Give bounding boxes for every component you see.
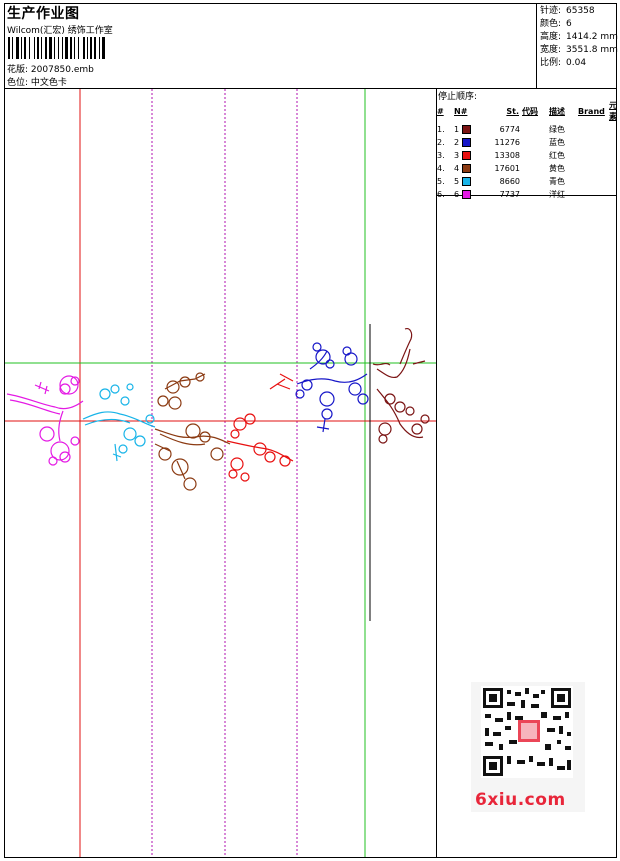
row-number: 6 — [454, 188, 481, 201]
color-swatch — [461, 190, 471, 199]
row-stitches: 17601 — [494, 164, 520, 173]
watermark-logo: 6xiu.com — [475, 790, 566, 810]
embroidery-red-section — [226, 373, 294, 482]
row-code — [522, 188, 549, 201]
embroidery-magenta-section — [6, 375, 84, 466]
row-index: 5. — [437, 177, 445, 186]
row-element — [609, 162, 620, 175]
row-code — [522, 149, 549, 162]
stop-sequence-table: # N# St. 代码 描述 Brand 元素 1. 1 6774 绿色 2. 2 11… — [437, 100, 620, 201]
row-desc: 青色 — [549, 177, 565, 186]
table-header-row: # N# St. 代码 描述 Brand 元素 — [437, 100, 620, 123]
qr-code — [471, 682, 585, 812]
page-title: 生产作业图 — [7, 6, 80, 22]
row-brand — [578, 149, 609, 162]
row-brand — [578, 188, 609, 201]
row-index: 6. — [437, 190, 445, 199]
design-file-value: 2007850.emb — [30, 65, 94, 75]
design-file-label: 花版: — [7, 65, 29, 75]
color-swatch — [461, 151, 471, 160]
row-brand — [578, 136, 609, 149]
row-number: 1 — [454, 123, 481, 136]
embroidery-brown-section — [154, 372, 231, 491]
row-number: 2 — [454, 136, 481, 149]
row-brand — [578, 162, 609, 175]
header-divider — [4, 88, 617, 89]
sidebar-divider — [436, 88, 437, 858]
design-canvas — [5, 89, 436, 857]
row-element — [609, 136, 620, 149]
row-brand — [578, 175, 609, 188]
row-element — [609, 175, 620, 188]
row-element — [609, 188, 620, 201]
col-code: 代码 — [522, 106, 538, 116]
col-element: 元素 — [609, 101, 617, 121]
row-code — [522, 136, 549, 149]
barcode — [8, 37, 105, 59]
stat-width: 宽度: 3551.8 mm — [540, 45, 618, 55]
sidebar-table-divider — [436, 195, 617, 196]
color-row: 5. 5 8660 青色 — [437, 175, 620, 188]
row-index: 1. — [437, 125, 445, 134]
col-stitches: St. — [506, 106, 519, 116]
row-index: 4. — [437, 164, 445, 173]
row-index: 3. — [437, 151, 445, 160]
embroidery-blue-section — [295, 342, 369, 433]
company-name: Wilcom(汇宏) 绣饰工作室 — [7, 26, 113, 36]
row-stitches: 7737 — [499, 190, 520, 199]
row-number: 4 — [454, 162, 481, 175]
row-element — [609, 149, 620, 162]
color-swatch — [461, 164, 471, 173]
color-swatch — [461, 177, 471, 186]
col-desc: 描述 — [549, 106, 565, 116]
row-brand — [578, 123, 609, 136]
row-desc: 黄色 — [549, 164, 565, 173]
embroidery-cyan-section — [82, 383, 156, 462]
color-chart-value: 中文色卡 — [30, 78, 67, 88]
row-element — [609, 123, 620, 136]
row-index: 2. — [437, 138, 445, 147]
col-index: # — [437, 106, 444, 116]
row-stitches: 11276 — [494, 138, 520, 147]
row-number: 3 — [454, 149, 481, 162]
row-stitches: 6774 — [499, 125, 520, 134]
color-swatch — [461, 125, 471, 134]
qr-pattern — [481, 686, 573, 778]
color-row: 6. 6 7737 洋红 — [437, 188, 620, 201]
row-desc: 红色 — [549, 151, 565, 160]
col-brand: Brand — [578, 106, 605, 116]
stats-panel: 针迹: 65358 颜色: 6 高度: 1414.2 mm 宽度: 3551.8 mm … — [540, 5, 618, 70]
col-n: N# — [454, 106, 468, 116]
stat-stitches: 针迹: 65358 — [540, 6, 595, 16]
stat-height: 高度: 1414.2 mm — [540, 32, 618, 42]
embroidery-maroon-section — [372, 328, 430, 444]
color-swatch — [461, 138, 471, 147]
row-stitches: 8660 — [499, 177, 520, 186]
row-code — [522, 123, 549, 136]
stat-scale: 比例: 0.04 — [540, 58, 587, 68]
stop-sequence-title: 停止顺序: — [438, 92, 478, 102]
color-row: 3. 3 13308 红色 — [437, 149, 620, 162]
design-file-row: 花版: 2007850.emb — [7, 62, 94, 75]
row-code — [522, 175, 549, 188]
stat-colors: 颜色: 6 — [540, 19, 572, 29]
color-row: 1. 1 6774 绿色 — [437, 123, 620, 136]
row-stitches: 13308 — [494, 151, 520, 160]
color-chart-row: 色位: 中文色卡 — [7, 75, 67, 88]
color-row: 2. 2 11276 蓝色 — [437, 136, 620, 149]
row-code — [522, 162, 549, 175]
stats-divider — [536, 3, 537, 88]
page-frame — [4, 3, 617, 858]
row-number: 5 — [454, 175, 481, 188]
row-desc: 蓝色 — [549, 138, 565, 147]
color-chart-label: 色位: — [7, 78, 29, 88]
row-desc: 洋红 — [549, 190, 565, 199]
color-row: 4. 4 17601 黄色 — [437, 162, 620, 175]
row-desc: 绿色 — [549, 125, 565, 134]
